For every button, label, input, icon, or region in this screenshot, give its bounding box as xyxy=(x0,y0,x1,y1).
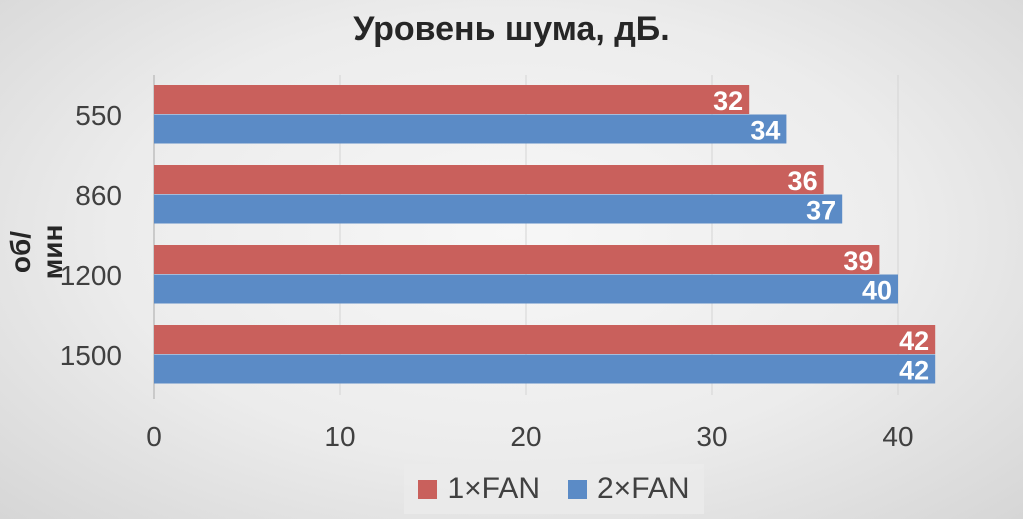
y-tick-label: 1500 xyxy=(60,340,122,371)
x-tick-label: 10 xyxy=(324,421,355,452)
data-label: 36 xyxy=(788,166,818,196)
legend: 1×FAN 2×FAN xyxy=(404,464,704,514)
data-label: 42 xyxy=(899,356,929,386)
x-tick-label: 30 xyxy=(696,421,727,452)
bar-2xfan xyxy=(154,114,787,144)
legend-item-2xfan: 2×FAN xyxy=(568,472,690,506)
bar-2xfan xyxy=(154,354,936,384)
data-label: 34 xyxy=(750,116,780,146)
data-label: 40 xyxy=(862,276,892,306)
data-label: 39 xyxy=(843,246,873,276)
y-tick-label: 550 xyxy=(75,100,122,131)
legend-label: 1×FAN xyxy=(447,472,540,505)
bar-1xfan xyxy=(154,165,824,194)
x-tick-label: 20 xyxy=(510,421,541,452)
y-tick-label: 1200 xyxy=(60,260,122,291)
bar-2xfan xyxy=(154,194,843,224)
chart-title: Уровень шума, дБ. xyxy=(353,10,670,48)
y-tick-label: 860 xyxy=(75,180,122,211)
bar-2xfan xyxy=(154,274,898,304)
legend-swatch xyxy=(568,479,587,499)
x-tick-label: 0 xyxy=(146,421,162,452)
legend-label: 2×FAN xyxy=(597,472,690,505)
legend-item-1xfan: 1×FAN xyxy=(418,472,540,506)
bar-1xfan xyxy=(154,85,750,114)
x-tick-label: 40 xyxy=(882,421,913,452)
legend-swatch xyxy=(418,479,438,499)
data-label: 32 xyxy=(713,86,743,116)
data-label: 42 xyxy=(899,326,929,356)
data-label: 37 xyxy=(806,196,836,226)
bar-1xfan xyxy=(154,325,936,354)
bar-1xfan xyxy=(154,245,880,274)
